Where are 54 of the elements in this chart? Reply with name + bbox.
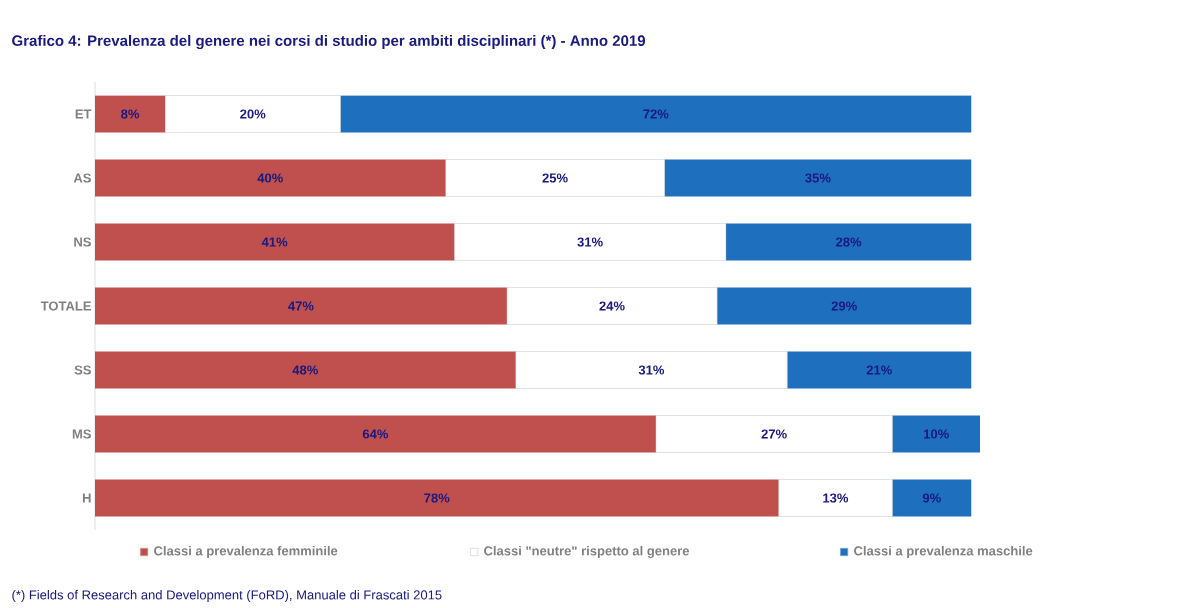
data-label: 41% [261, 237, 288, 247]
data-label: 78% [424, 493, 450, 503]
data-label: 29% [831, 301, 857, 311]
legend-label: Classi a prevalenza maschile [854, 545, 1033, 559]
data-label: 64% [362, 429, 389, 439]
chart-title: Grafico 4: Prevalenza del genere nei corsi di studio per ambiti disciplinari (*) - Anno 2019 [12, 34, 646, 50]
data-label: 10% [924, 429, 949, 439]
data-label: 28% [836, 237, 862, 247]
data-label: 27% [761, 429, 787, 439]
y-tick-label: NS [74, 237, 91, 247]
y-tick-label: AS [73, 173, 91, 183]
data-label: 31% [577, 237, 603, 247]
legend-label: Classi a prevalenza femminile [154, 545, 338, 559]
bar [164, 95, 341, 133]
data-label: 8% [121, 109, 140, 119]
data-label: 25% [542, 173, 568, 183]
bar [95, 415, 656, 453]
y-tick-label: TOTALE [40, 301, 91, 311]
bar [95, 287, 507, 325]
bar [515, 351, 788, 389]
data-label: 13% [823, 493, 849, 503]
y-tick-label: ET [75, 109, 92, 119]
bar [787, 351, 972, 389]
legend-label: Classi "neutre" rispetto al genere [484, 545, 690, 559]
data-label: 21% [866, 365, 892, 375]
bar [655, 415, 893, 453]
bar [95, 479, 779, 517]
y-tick-label: MS [72, 429, 91, 439]
bar [445, 159, 665, 197]
bar [778, 479, 893, 517]
data-label: 20% [240, 109, 266, 119]
bar [892, 479, 972, 517]
bar [892, 415, 981, 453]
data-label: 48% [292, 365, 318, 375]
bar [454, 223, 727, 261]
bar [506, 287, 718, 325]
bar [664, 159, 972, 197]
bar [340, 95, 972, 133]
data-label: 9% [922, 493, 941, 503]
bar [95, 159, 446, 197]
data-label: 47% [288, 301, 314, 311]
y-tick-label: SS [74, 365, 91, 375]
data-label: 40% [257, 173, 283, 183]
data-label: 35% [805, 173, 831, 183]
data-label: 31% [638, 365, 665, 375]
data-label: 72% [643, 109, 669, 119]
text: (*) Fields of Research and Development (FoRD), Manuale di Frascati 2015 [12, 589, 442, 603]
bar [725, 223, 972, 261]
data-label: 24% [599, 301, 625, 311]
bar [717, 287, 972, 325]
y-tick-label: H [82, 493, 91, 503]
bar [95, 223, 455, 261]
bar [95, 351, 516, 389]
bar [95, 95, 166, 133]
